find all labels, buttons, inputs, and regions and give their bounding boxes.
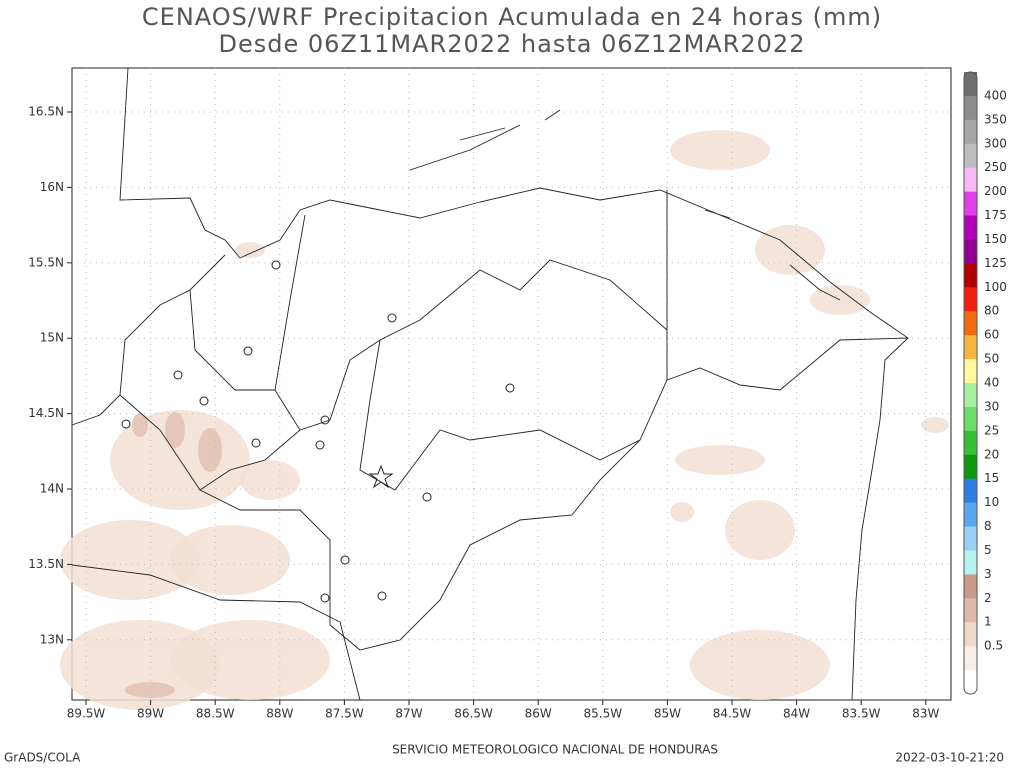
colorbar-swatch: [964, 191, 977, 217]
lon-label: 86.5W: [454, 707, 493, 721]
colorbar-swatch: [964, 670, 977, 695]
lon-label: 89W: [137, 707, 164, 721]
colorbar-label: 0.5: [984, 639, 1003, 653]
subtitle: Desde 06Z11MAR2022 hasta 06Z12MAR2022: [219, 30, 806, 58]
lat-label: 14N: [40, 482, 64, 496]
colorbar-swatch: [964, 478, 977, 504]
colorbar-swatch: [964, 406, 977, 432]
lon-label: 89.5W: [67, 707, 106, 721]
colorbar-swatch: [964, 550, 977, 575]
lat-label: 16N: [40, 180, 64, 194]
colorbar-swatch: [964, 502, 977, 528]
colorbar-swatch: [964, 335, 977, 360]
lat-label: 13N: [40, 632, 64, 646]
colorbar-label: 80: [984, 304, 999, 318]
colorbar-swatch: [964, 143, 977, 169]
colorbar-label: 400: [984, 88, 1007, 102]
title: CENAOS/WRF Precipitacion Acumulada en 24…: [142, 3, 882, 31]
colorbar-label: 25: [984, 423, 999, 437]
colorbar-label: 200: [984, 184, 1007, 198]
lon-label: 87W: [395, 707, 422, 721]
colorbar-label: 350: [984, 112, 1007, 126]
colorbar-swatch: [964, 622, 977, 647]
colorbar-label: 15: [984, 471, 999, 485]
colorbar-swatch: [964, 383, 977, 408]
colorbar-label: 1: [984, 615, 992, 629]
colorbar-label: 8: [984, 519, 992, 533]
footer-center: SERVICIO METEOROLOGICO NACIONAL DE HONDU…: [392, 743, 718, 757]
colorbar-swatch: [964, 598, 977, 623]
colorbar-swatch: [964, 359, 977, 384]
footer-left: GrADS/COLA: [4, 751, 81, 765]
colorbar-label: 50: [984, 352, 999, 366]
colorbar-swatch: [964, 646, 977, 671]
lat-label: 14.5N: [28, 406, 64, 420]
colorbar-label: 60: [984, 328, 999, 342]
lat-label: 13.5N: [28, 557, 64, 571]
colorbar-swatch: [964, 119, 977, 145]
colorbar-label: 5: [984, 543, 992, 557]
colorbar-label: 3: [984, 567, 992, 581]
colorbar-label: 40: [984, 376, 999, 390]
lat-label: 16.5N: [28, 105, 64, 119]
lon-label: 85W: [654, 707, 681, 721]
borders: [71, 67, 909, 701]
lon-label: 84.5W: [713, 707, 752, 721]
lon-label: 84W: [783, 707, 810, 721]
colorbar-label: 100: [984, 280, 1007, 294]
colorbar-swatch: [964, 311, 977, 336]
lat-label: 15N: [40, 331, 64, 345]
colorbar-label: 300: [984, 136, 1007, 150]
colorbar-label: 2: [984, 591, 992, 605]
colorbar-label: 10: [984, 495, 999, 509]
lon-label: 88.5W: [196, 707, 235, 721]
colorbar-swatch: [964, 215, 977, 240]
lon-label: 87.5W: [325, 707, 364, 721]
colorbar-swatch: [964, 430, 977, 456]
lon-label: 83.5W: [842, 707, 881, 721]
map: [60, 67, 952, 710]
lon-label: 85.5W: [584, 707, 623, 721]
colorbar-swatch: [964, 95, 977, 121]
lon-label: 86W: [525, 707, 552, 721]
colorbar-swatch: [964, 167, 977, 193]
colorbar-label: 250: [984, 160, 1007, 174]
colorbar-label: 20: [984, 447, 999, 461]
lon-label: 83W: [912, 707, 939, 721]
colorbar-label: 30: [984, 399, 999, 413]
colorbar-swatch: [964, 574, 977, 599]
colorbar-label: 150: [984, 232, 1007, 246]
colorbar-swatch: [964, 72, 977, 97]
colorbar-swatch: [964, 263, 977, 288]
colorbar-swatch: [964, 239, 977, 264]
colorbar-label: 175: [984, 208, 1007, 222]
colorbar-outline: [963, 71, 978, 695]
footer-right: 2022-03-10-21:20: [895, 751, 1004, 765]
colorbar: 4003503002502001751501251008060504030252…: [963, 71, 1007, 695]
grid: [72, 68, 951, 700]
lon-label: 88W: [266, 707, 293, 721]
lat-label: 15.5N: [28, 255, 64, 269]
colorbar-swatch: [964, 454, 977, 480]
colorbar-label: 125: [984, 256, 1007, 270]
colorbar-swatch: [964, 287, 977, 312]
colorbar-swatch: [964, 526, 977, 551]
cities: [121, 260, 515, 603]
